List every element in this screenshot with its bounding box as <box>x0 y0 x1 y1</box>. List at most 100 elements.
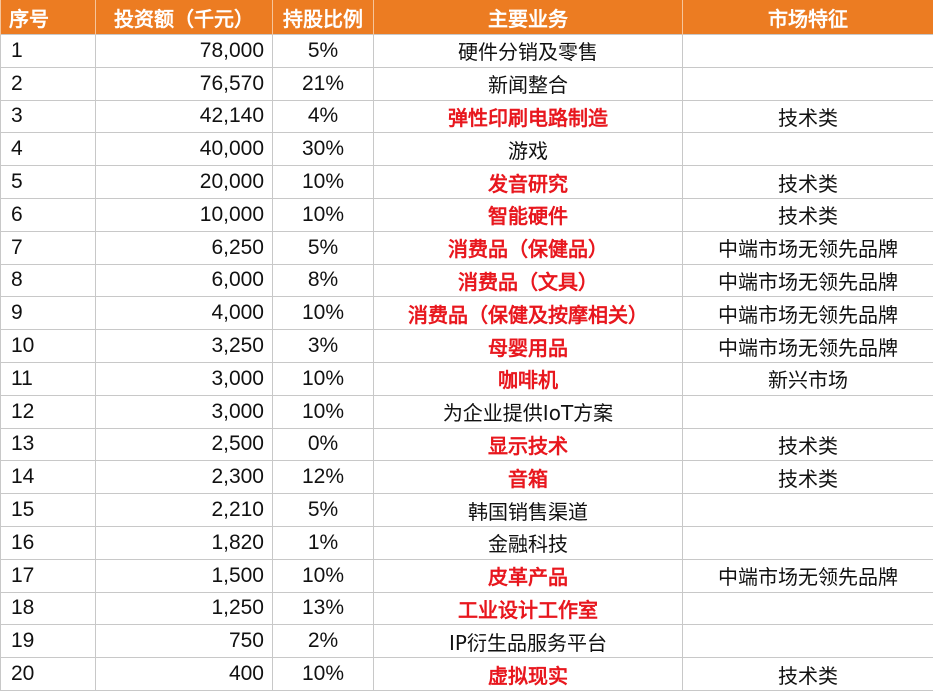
row-share: 10% <box>273 297 374 330</box>
row-amount: 10,000 <box>96 198 273 231</box>
header-index: 序号 <box>1 0 96 35</box>
row-amount: 20,000 <box>96 166 273 199</box>
row-market <box>683 494 933 527</box>
row-market: 技术类 <box>683 198 933 231</box>
row-share: 1% <box>273 526 374 559</box>
row-business: 虚拟现实 <box>374 658 683 691</box>
row-business: 硬件分销及零售 <box>374 35 683 68</box>
row-amount: 78,000 <box>96 35 273 68</box>
row-amount: 1,500 <box>96 559 273 592</box>
row-share: 30% <box>273 133 374 166</box>
row-amount: 42,140 <box>96 100 273 133</box>
row-amount: 1,250 <box>96 592 273 625</box>
row-market <box>683 625 933 658</box>
row-business: 游戏 <box>374 133 683 166</box>
row-index: 15 <box>1 494 96 527</box>
row-index: 10 <box>1 330 96 363</box>
row-market: 技术类 <box>683 428 933 461</box>
row-market: 中端市场无领先品牌 <box>683 330 933 363</box>
row-share: 4% <box>273 100 374 133</box>
row-share: 8% <box>273 264 374 297</box>
row-share: 10% <box>273 198 374 231</box>
header-row: 序号 投资额（千元） 持股比例 主要业务 市场特征 <box>1 0 933 35</box>
row-business: 弹性印刷电路制造 <box>374 100 683 133</box>
row-index: 13 <box>1 428 96 461</box>
row-amount: 3,250 <box>96 330 273 363</box>
row-index: 2 <box>1 67 96 100</box>
row-business: 消费品（保健及按摩相关） <box>374 297 683 330</box>
row-market: 技术类 <box>683 166 933 199</box>
row-index: 9 <box>1 297 96 330</box>
row-share: 10% <box>273 166 374 199</box>
row-index: 20 <box>1 658 96 691</box>
row-market: 中端市场无领先品牌 <box>683 559 933 592</box>
row-share: 10% <box>273 658 374 691</box>
row-share: 0% <box>273 428 374 461</box>
row-market: 新兴市场 <box>683 362 933 395</box>
row-market: 技术类 <box>683 461 933 494</box>
row-index: 1 <box>1 35 96 68</box>
row-index: 16 <box>1 526 96 559</box>
row-market: 中端市场无领先品牌 <box>683 297 933 330</box>
row-share: 13% <box>273 592 374 625</box>
header-business: 主要业务 <box>374 0 683 35</box>
row-business: 韩国销售渠道 <box>374 494 683 527</box>
row-amount: 3,000 <box>96 362 273 395</box>
row-amount: 76,570 <box>96 67 273 100</box>
row-share: 10% <box>273 395 374 428</box>
row-business: 消费品（保健品） <box>374 231 683 264</box>
row-share: 12% <box>273 461 374 494</box>
row-market <box>683 133 933 166</box>
row-index: 3 <box>1 100 96 133</box>
row-market <box>683 35 933 68</box>
row-index: 19 <box>1 625 96 658</box>
row-share: 5% <box>273 494 374 527</box>
row-business: 智能硬件 <box>374 198 683 231</box>
header-market: 市场特征 <box>683 0 933 35</box>
row-business: 金融科技 <box>374 526 683 559</box>
row-market: 技术类 <box>683 658 933 691</box>
row-index: 4 <box>1 133 96 166</box>
row-amount: 2,500 <box>96 428 273 461</box>
row-market: 中端市场无领先品牌 <box>683 231 933 264</box>
row-index: 12 <box>1 395 96 428</box>
row-business: 工业设计工作室 <box>374 592 683 625</box>
row-business: 为企业提供IoT方案 <box>374 395 683 428</box>
header-amount: 投资额（千元） <box>96 0 273 35</box>
row-index: 11 <box>1 362 96 395</box>
row-business: 显示技术 <box>374 428 683 461</box>
row-index: 7 <box>1 231 96 264</box>
row-share: 3% <box>273 330 374 363</box>
row-index: 5 <box>1 166 96 199</box>
row-amount: 2,210 <box>96 494 273 527</box>
row-business: 消费品（文具） <box>374 264 683 297</box>
row-amount: 6,000 <box>96 264 273 297</box>
row-market <box>683 395 933 428</box>
row-index: 6 <box>1 198 96 231</box>
row-share: 5% <box>273 35 374 68</box>
header-share: 持股比例 <box>273 0 374 35</box>
row-amount: 2,300 <box>96 461 273 494</box>
row-market: 技术类 <box>683 100 933 133</box>
row-market <box>683 67 933 100</box>
row-amount: 750 <box>96 625 273 658</box>
row-amount: 400 <box>96 658 273 691</box>
row-index: 8 <box>1 264 96 297</box>
row-share: 5% <box>273 231 374 264</box>
row-share: 10% <box>273 362 374 395</box>
row-business: 发音研究 <box>374 166 683 199</box>
row-business: 母婴用品 <box>374 330 683 363</box>
